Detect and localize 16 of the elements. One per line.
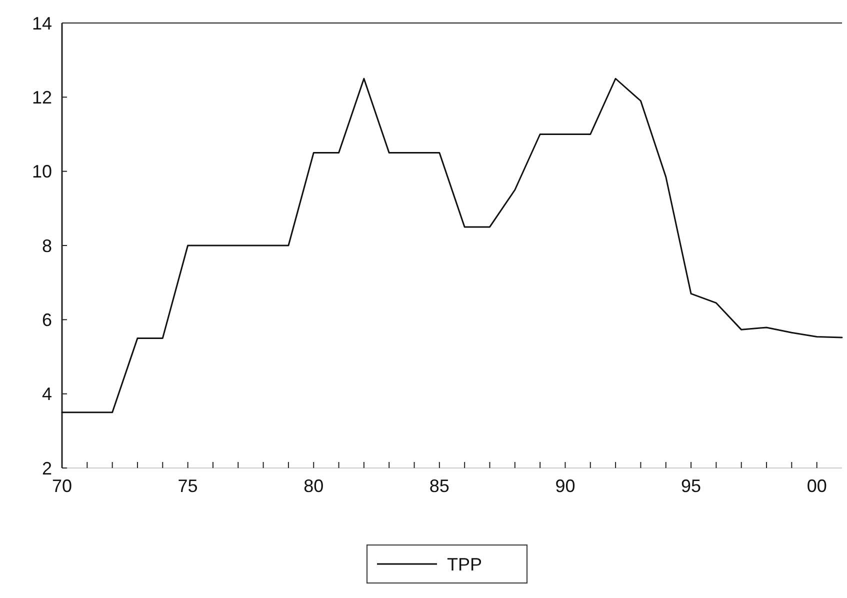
y-tick-label: 8 [42,236,52,256]
y-tick-label: 12 [32,87,52,108]
legend-label: TPP [447,554,482,574]
x-tick-label: 95 [681,476,702,496]
y-tick-label: 2 [42,458,52,478]
x-tick-label: 80 [304,476,324,496]
x-tick-label: 90 [555,476,576,496]
line-series [61,78,843,414]
y-tick-label: 14 [32,13,52,34]
y-tick-label: 6 [42,310,52,330]
x-tick-label: 00 [806,476,827,496]
y-tick-label: 10 [32,162,52,182]
x-tick-label: 85 [429,476,450,496]
x-tick-label: 70 [52,476,72,496]
x-tick-label: 75 [178,476,198,496]
y-tick-label: 4 [42,384,52,404]
